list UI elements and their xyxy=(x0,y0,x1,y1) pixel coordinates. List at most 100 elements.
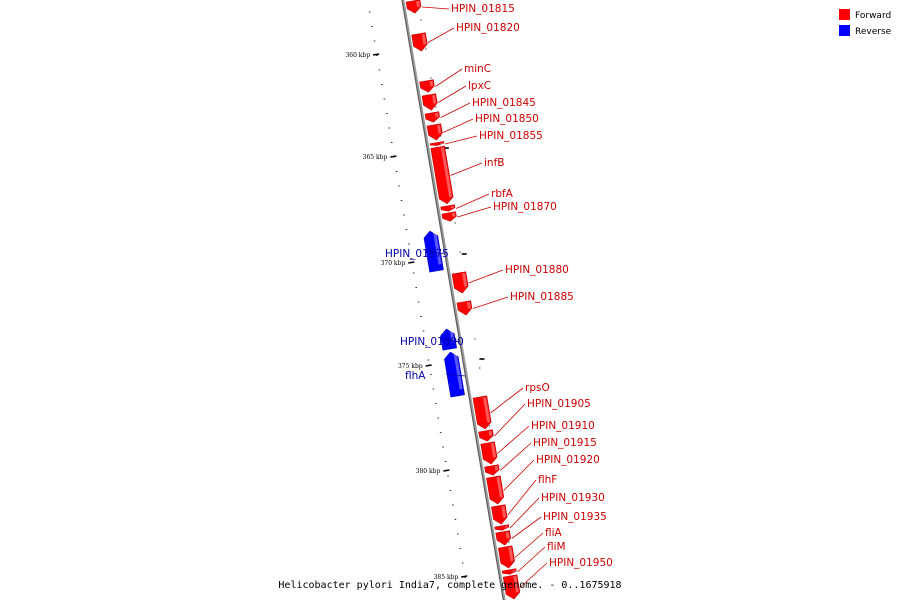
gene-shape[interactable] xyxy=(429,141,445,146)
gene-arrow-HPIN_01920[interactable] xyxy=(486,475,505,505)
gene-arrow-HPIN_01905[interactable] xyxy=(478,429,495,443)
gene-arrow-HPIN_01875[interactable] xyxy=(423,230,444,273)
gene-name: HPIN_01935 xyxy=(543,511,607,523)
gene-shape[interactable] xyxy=(424,111,440,124)
gene-shape[interactable] xyxy=(439,328,457,351)
gene-label-HPIN_01930[interactable]: HPIN_01930 xyxy=(509,492,605,529)
gene-shape[interactable] xyxy=(441,211,457,223)
gene-shape[interactable] xyxy=(501,568,517,576)
gene-name: HPIN_01905 xyxy=(527,398,591,410)
gene-label-HPIN_01885[interactable]: HPIN_01885 xyxy=(472,291,574,309)
gene-arrow-HPIN_01915[interactable] xyxy=(484,464,500,477)
gene-label-infB[interactable]: infB xyxy=(450,157,504,176)
gene-label-HPIN_01890[interactable]: HPIN_01890 xyxy=(400,336,464,348)
gene-arrow-HPIN_01930[interactable] xyxy=(494,524,510,532)
gene-arrow-lpxC[interactable] xyxy=(421,93,438,112)
gene-arrow-rbfA[interactable] xyxy=(440,204,456,213)
gene-label-fliA[interactable]: fliA xyxy=(514,527,563,558)
gene-label-HPIN_01875[interactable]: HPIN_01875 xyxy=(385,248,449,260)
gene-name: minC xyxy=(464,63,491,75)
gene-shape[interactable] xyxy=(426,123,443,142)
legend-reverse-swatch xyxy=(839,25,850,36)
gene-arrow-HPIN_01935[interactable] xyxy=(495,530,512,547)
gene-label-HPIN_01845[interactable]: HPIN_01845 xyxy=(440,97,536,118)
gene-label-HPIN_01870[interactable]: HPIN_01870 xyxy=(457,201,557,218)
gene-highlight xyxy=(508,546,514,562)
gene-name: HPIN_01875 xyxy=(385,248,449,260)
gene-label-minC[interactable]: minC xyxy=(435,63,491,87)
gene-shape[interactable] xyxy=(491,504,508,526)
gene-label-HPIN_01850[interactable]: HPIN_01850 xyxy=(443,113,539,133)
gene-label-rbfA[interactable]: rbfA xyxy=(455,188,514,209)
gene-shape[interactable] xyxy=(451,271,469,295)
gene-arrow-fliM[interactable] xyxy=(501,568,517,576)
leader-line xyxy=(490,387,524,414)
gene-arrow-HPIN_01910[interactable] xyxy=(480,441,498,466)
gene-arrow-HPIN_01855[interactable] xyxy=(429,141,445,146)
gene-arrow-HPIN_01885[interactable] xyxy=(456,300,473,317)
gene-shape[interactable] xyxy=(405,0,422,14)
gene-highlight xyxy=(482,396,491,423)
gene-arrow-HPIN_01890[interactable] xyxy=(439,328,457,351)
gene-shape[interactable] xyxy=(484,464,500,477)
gene-label-rpsO[interactable]: rpsO xyxy=(490,382,550,414)
gene-arrow-minC[interactable] xyxy=(419,79,436,94)
gene-arrow-HPIN_01815[interactable] xyxy=(405,0,422,14)
gene-shape[interactable] xyxy=(472,395,492,430)
gene-arrow-HPIN_01820[interactable] xyxy=(411,32,429,53)
gene-features xyxy=(405,0,521,600)
gene-label-lpxC[interactable]: lpxC xyxy=(437,80,491,103)
gene-arrow-HPIN_01880[interactable] xyxy=(451,271,469,295)
gene-shape[interactable] xyxy=(497,545,515,570)
tick-label: 365 kbp xyxy=(363,154,388,161)
gene-label-HPIN_01935[interactable]: HPIN_01935 xyxy=(511,511,607,539)
gene-shape[interactable] xyxy=(421,93,438,112)
gene-name: fliA xyxy=(545,527,563,539)
gene-label-flhA[interactable]: flhA xyxy=(405,370,466,382)
gene-shape[interactable] xyxy=(430,145,454,205)
gene-highlight xyxy=(494,465,499,471)
gene-name: rpsO xyxy=(525,382,550,394)
gene-shape[interactable] xyxy=(494,524,510,532)
gene-arrow-infB[interactable] xyxy=(430,145,454,205)
gene-label-flhF[interactable]: flhF xyxy=(507,474,558,516)
gene-arrow-flhF[interactable] xyxy=(491,504,508,526)
legend-forward-label: Forward xyxy=(855,11,891,21)
gene-label-fliM[interactable]: fliM xyxy=(517,541,566,573)
gene-arrow-HPIN_01845[interactable] xyxy=(424,111,440,124)
gene-highlight xyxy=(505,531,510,539)
gene-arrow-HPIN_01950[interactable] xyxy=(502,574,521,600)
leader-line xyxy=(511,516,542,539)
gene-highlight xyxy=(490,442,497,458)
gene-label-HPIN_01880[interactable]: HPIN_01880 xyxy=(468,264,569,284)
gene-label-HPIN_01910[interactable]: HPIN_01910 xyxy=(497,420,595,454)
gene-name: lpxC xyxy=(468,80,491,92)
gene-arrow-HPIN_01870[interactable] xyxy=(441,211,457,223)
gene-label-HPIN_01915[interactable]: HPIN_01915 xyxy=(500,437,597,471)
gene-shape[interactable] xyxy=(440,204,456,213)
gene-shape[interactable] xyxy=(456,300,473,317)
gene-label-HPIN_01950[interactable]: HPIN_01950 xyxy=(519,557,613,588)
gene-arrow-HPIN_01850[interactable] xyxy=(426,123,443,142)
gene-shape[interactable] xyxy=(486,475,505,505)
position-ticks: 360 kbp 365 kbp 370 kbp 375 kbp 380 kbp 385 k… xyxy=(345,52,485,581)
gene-label-HPIN_01905[interactable]: HPIN_01905 xyxy=(494,398,591,437)
gene-label-HPIN_01855[interactable]: HPIN_01855 xyxy=(445,130,543,145)
gene-shape[interactable] xyxy=(411,32,429,53)
gene-highlight xyxy=(440,147,453,198)
gene-shape[interactable] xyxy=(502,574,521,600)
genome-backbone xyxy=(401,0,506,600)
gene-label-HPIN_01820[interactable]: HPIN_01820 xyxy=(427,22,520,43)
gene-arrow-rpsO[interactable] xyxy=(472,395,492,430)
gene-shape[interactable] xyxy=(495,530,512,547)
tick-label: 375 kbp xyxy=(398,363,423,370)
gene-shape[interactable] xyxy=(478,429,495,443)
gene-shape[interactable] xyxy=(419,79,436,94)
leader-line xyxy=(440,338,461,343)
gene-shape[interactable] xyxy=(480,441,498,466)
gene-shape[interactable] xyxy=(423,230,444,273)
gene-arrow-fliA[interactable] xyxy=(497,545,515,570)
gene-label-HPIN_01920[interactable]: HPIN_01920 xyxy=(503,454,600,491)
legend-forward-swatch xyxy=(839,9,850,20)
gene-label-HPIN_01815[interactable]: HPIN_01815 xyxy=(421,3,515,15)
